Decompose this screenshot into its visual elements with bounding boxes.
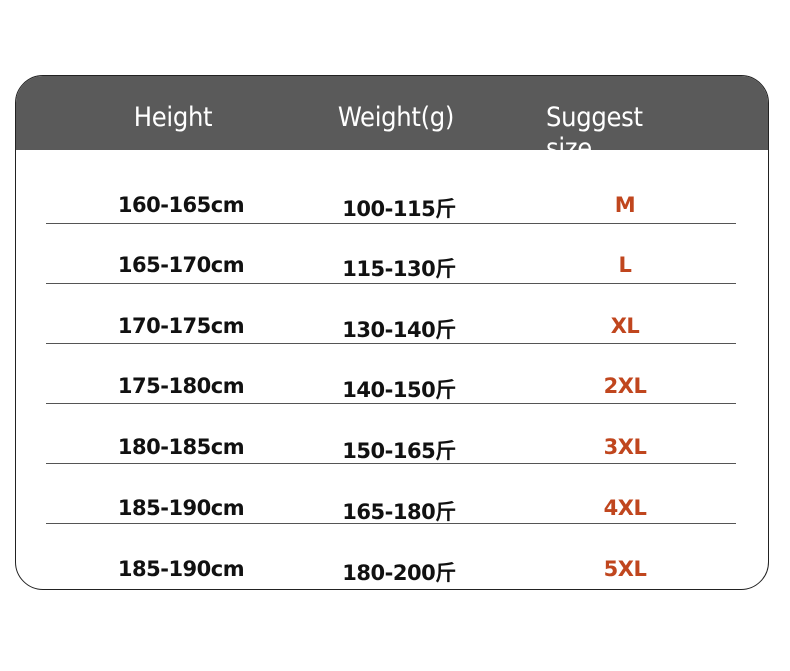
weight-cell: 150-165斤 (342, 439, 456, 463)
weight-cell: 115-130斤 (342, 257, 456, 281)
height-cell: 180-185cm (117, 435, 245, 459)
weight-cell: 180-200斤 (342, 561, 456, 585)
table-header: Height Weight(g) Suggest size (16, 76, 768, 164)
weight-cell: 130-140斤 (342, 318, 456, 342)
height-cell: 160-165cm (117, 193, 245, 217)
height-cell: 185-190cm (117, 496, 245, 520)
size-cell: XL (610, 314, 640, 338)
row-divider (46, 463, 736, 464)
row-divider (46, 343, 736, 344)
weight-cell: 140-150斤 (342, 378, 456, 402)
table-row: 175-180cm 140-150斤 2XL (16, 357, 768, 417)
header-height: Height (133, 102, 213, 133)
table-row: 165-170cm 115-130斤 L (16, 236, 768, 296)
table-row: 185-190cm 180-200斤 5XL (16, 540, 768, 589)
size-cell: 3XL (603, 435, 647, 459)
size-cell: 4XL (603, 496, 647, 520)
height-cell: 165-170cm (117, 253, 245, 277)
table-row: 180-185cm 150-165斤 3XL (16, 418, 768, 478)
table-row: 185-190cm 165-180斤 4XL (16, 479, 768, 539)
row-divider (46, 223, 736, 224)
header-suggest-size: Suggest size (546, 102, 643, 164)
height-cell: 185-190cm (117, 557, 245, 581)
size-cell: 2XL (603, 374, 647, 398)
table-row: 170-175cm 130-140斤 XL (16, 297, 768, 357)
size-cell: L (618, 253, 632, 277)
weight-cell: 165-180斤 (342, 500, 456, 524)
size-cell: M (614, 193, 636, 217)
weight-cell: 100-115斤 (342, 197, 456, 221)
height-cell: 170-175cm (117, 314, 245, 338)
header-weight: Weight(g) (337, 102, 455, 133)
table-row: 160-165cm 100-115斤 M (16, 176, 768, 236)
height-cell: 175-180cm (117, 374, 245, 398)
size-cell: 5XL (603, 557, 647, 581)
row-divider (46, 523, 736, 524)
size-chart-table: Height Weight(g) Suggest size 160-165cm 1… (15, 75, 769, 590)
row-divider (46, 403, 736, 404)
row-divider (46, 283, 736, 284)
